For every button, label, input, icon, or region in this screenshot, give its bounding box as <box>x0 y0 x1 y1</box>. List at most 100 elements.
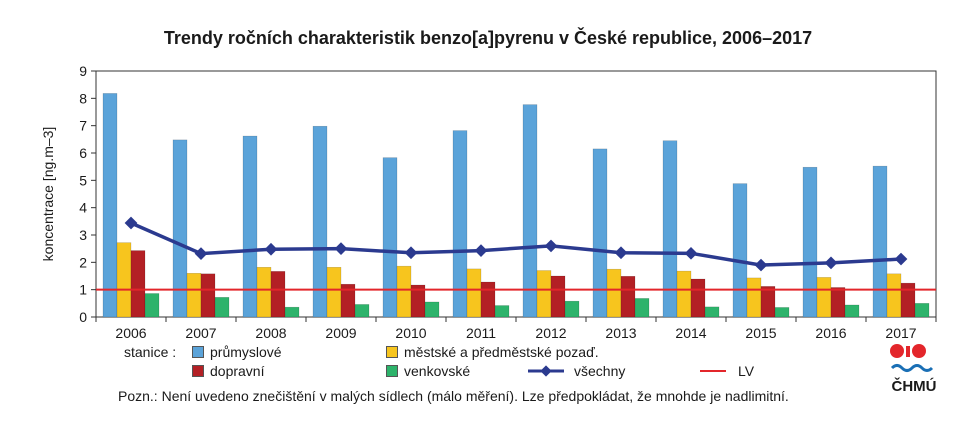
bar-1-2015 <box>746 277 762 318</box>
x-tick-label: 2016 <box>815 325 846 341</box>
legend-label-venkovske: venkovské <box>404 363 471 379</box>
y-tick-label: 9 <box>79 63 87 79</box>
y-tick-label: 4 <box>79 200 87 216</box>
x-tick-label: 2015 <box>745 325 776 341</box>
x-tick-label: 2014 <box>675 325 706 341</box>
y-tick-label: 8 <box>79 90 87 106</box>
chmu-logo-text: ČHMÚ <box>891 378 937 395</box>
bar-2-2006 <box>130 250 146 318</box>
y-axis-label: koncentrace [ng.m–3] <box>40 127 56 262</box>
bar-2-2014 <box>690 278 706 318</box>
bar-1-2007 <box>186 273 202 318</box>
chart-title: Trendy ročních charakteristik benzo[a]py… <box>163 28 813 48</box>
y-tick-label: 0 <box>79 309 87 325</box>
legend-label-dopravni: dopravní <box>210 363 265 379</box>
y-tick-label: 5 <box>79 172 87 188</box>
bar-0-2007 <box>172 139 188 318</box>
bar-3-2013 <box>634 298 650 318</box>
line-point-2013 <box>614 246 628 260</box>
bar-3-2011 <box>494 305 510 318</box>
bar-2-2012 <box>550 275 566 318</box>
legend-swatch-prumyslove <box>192 346 204 358</box>
bar-1-2010 <box>396 265 412 318</box>
bar-3-2007 <box>214 297 230 318</box>
line-point-2012 <box>544 239 558 253</box>
bar-2-2017 <box>900 282 916 318</box>
bar-0-2014 <box>662 140 678 318</box>
bar-2-2016 <box>830 287 846 318</box>
line-point-2017 <box>894 252 908 266</box>
bar-3-2014 <box>704 306 720 318</box>
x-tick-label: 2012 <box>535 325 566 341</box>
x-tick-label: 2009 <box>325 325 356 341</box>
x-tick-label: 2006 <box>115 325 146 341</box>
legend-label-prumyslove: průmyslové <box>210 344 282 360</box>
bar-2-2009 <box>340 283 356 318</box>
bar-0-2010 <box>382 157 398 318</box>
legend-swatch-mestske <box>386 346 398 358</box>
legend-label-mestske: městské a předměstské pozaď. <box>404 344 599 360</box>
bar-0-2008 <box>242 135 258 318</box>
y-tick-label: 6 <box>79 145 87 161</box>
bar-0-2015 <box>732 183 748 318</box>
bar-0-2009 <box>312 125 328 318</box>
bar-1-2006 <box>116 242 132 318</box>
bar-0-2017 <box>872 165 888 318</box>
line-point-2011 <box>474 244 488 257</box>
bar-2-2007 <box>200 273 216 318</box>
bar-2-2008 <box>270 271 286 318</box>
x-tick-label: 2017 <box>885 325 916 341</box>
legend-swatch-vsechny <box>528 365 564 377</box>
bar-1-2008 <box>256 267 272 318</box>
legend-label-lv: LV <box>738 363 755 379</box>
x-tick-label: 2011 <box>466 325 496 341</box>
y-tick-label: 3 <box>79 227 87 243</box>
bar-1-2011 <box>466 268 482 318</box>
bar-1-2017 <box>886 273 902 318</box>
bar-3-2009 <box>354 304 370 318</box>
line-point-2007 <box>194 247 208 260</box>
bar-2-2011 <box>480 281 496 318</box>
footnote: Pozn.: Není uvedeno znečištění v malých … <box>118 388 789 404</box>
line-point-2015 <box>754 258 768 272</box>
x-tick-label: 2008 <box>255 325 286 341</box>
x-tick-label: 2013 <box>605 325 636 341</box>
y-tick-label: 2 <box>79 254 87 270</box>
y-tick-label: 1 <box>79 282 87 298</box>
bar-0-2016 <box>802 166 818 318</box>
x-tick-label: 2010 <box>395 325 426 341</box>
bar-2-2013 <box>620 276 636 318</box>
line-point-2014 <box>684 246 698 260</box>
bar-1-2014 <box>676 270 692 318</box>
line-point-2008 <box>264 242 278 256</box>
bar-3-2012 <box>564 300 580 318</box>
bar-0-2012 <box>522 104 538 318</box>
line-point-2009 <box>334 242 348 256</box>
line-point-2006 <box>124 216 138 230</box>
bar-3-2008 <box>284 306 300 318</box>
bar-3-2010 <box>424 301 440 318</box>
legend-label-vsechny: všechny <box>574 363 626 379</box>
bar-1-2009 <box>326 267 342 318</box>
bar-3-2017 <box>914 303 930 318</box>
bar-0-2006 <box>102 93 118 318</box>
y-tick-label: 7 <box>79 118 87 134</box>
chmu-logo-icon <box>890 344 934 372</box>
series-line-vsechny <box>130 221 902 267</box>
legend-swatch-dopravni <box>192 365 204 377</box>
bar-2-2010 <box>410 284 426 318</box>
legend-swatch-venkovske <box>386 365 398 377</box>
legend-swatch-lv <box>700 370 726 372</box>
bar-3-2016 <box>844 304 860 318</box>
bar-1-2013 <box>606 268 622 318</box>
bar-3-2015 <box>774 307 790 318</box>
bar-1-2012 <box>536 270 552 318</box>
bar-2-2015 <box>760 286 776 318</box>
line-point-2016 <box>824 256 838 270</box>
bar-3-2006 <box>144 293 160 318</box>
line-point-2010 <box>404 246 418 260</box>
bar-0-2013 <box>592 148 608 318</box>
legend-prefix: stanice : <box>124 344 177 360</box>
bar-0-2011 <box>452 130 468 318</box>
